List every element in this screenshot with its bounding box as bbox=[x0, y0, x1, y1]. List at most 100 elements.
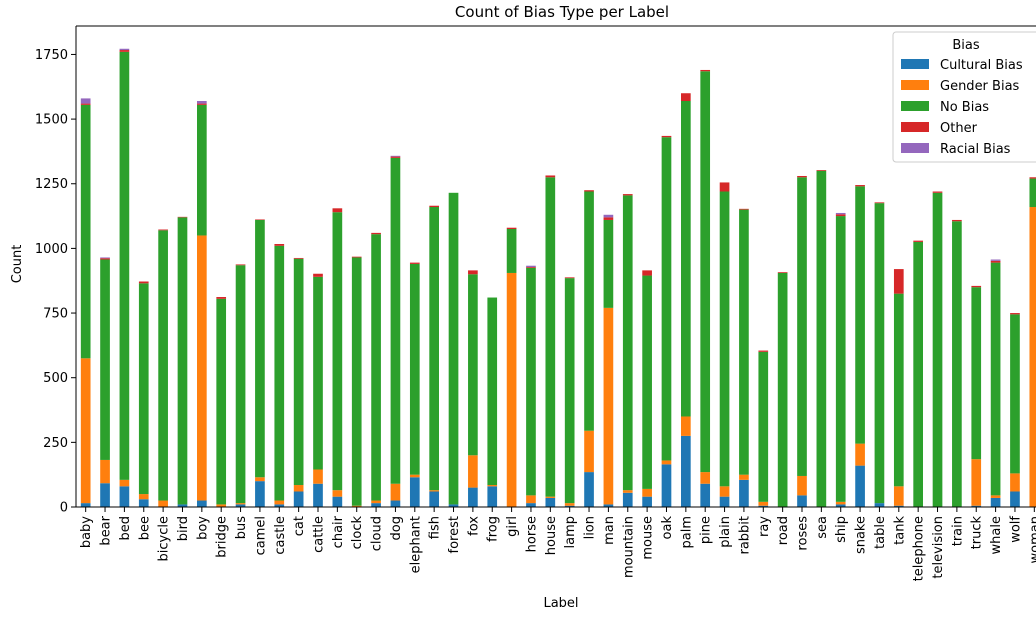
bar-segment-plain-3 bbox=[719, 182, 730, 192]
bar-segment-ray-3 bbox=[758, 350, 769, 352]
bar-segment-television-2 bbox=[932, 192, 943, 508]
bar-segment-sea-2 bbox=[816, 170, 827, 507]
legend-swatch bbox=[901, 80, 929, 90]
bar-segment-frog-2 bbox=[487, 297, 498, 486]
x-tick-label: tank bbox=[892, 516, 907, 545]
bar-segment-bee-1 bbox=[138, 494, 149, 500]
bar-segment-rabbit-0 bbox=[739, 479, 749, 507]
x-tick-label: plain bbox=[718, 516, 733, 548]
x-tick-label: baby bbox=[79, 516, 94, 548]
bar-segment-mountain-2 bbox=[622, 195, 633, 491]
bar-segment-road-2 bbox=[777, 272, 788, 507]
x-tick-label: table bbox=[873, 516, 888, 549]
x-axis-label: Label bbox=[543, 596, 578, 611]
bar-segment-pine-0 bbox=[700, 483, 711, 507]
x-tick-label: cloud bbox=[370, 516, 385, 551]
bar-segment-bear-3 bbox=[100, 258, 110, 260]
bar-segment-wolf-0 bbox=[1010, 491, 1020, 507]
bar-segment-tank-1 bbox=[893, 486, 904, 506]
bar-segment-lion-3 bbox=[584, 190, 594, 192]
x-tick-label: bee bbox=[137, 516, 152, 540]
x-tick-label: bird bbox=[176, 516, 191, 541]
bar-segment-plain-1 bbox=[719, 486, 730, 497]
bar-segment-bus-2 bbox=[235, 265, 246, 504]
x-tick-label: oak bbox=[660, 516, 675, 540]
bar-segment-pine-1 bbox=[700, 472, 711, 484]
bar-segment-table-0 bbox=[874, 503, 885, 507]
legend-swatch bbox=[901, 59, 929, 69]
bar-segment-whale-0 bbox=[990, 497, 1001, 507]
bars-layer bbox=[80, 48, 1036, 508]
y-tick-label: 0 bbox=[60, 501, 68, 516]
y-tick-label: 500 bbox=[43, 371, 68, 386]
bar-segment-camel-2 bbox=[255, 219, 265, 478]
bar-segment-truck-3 bbox=[971, 285, 982, 288]
bar-segment-frog-0 bbox=[487, 486, 498, 507]
bar-segment-man-0 bbox=[603, 504, 614, 507]
bar-segment-camel-0 bbox=[255, 481, 265, 507]
bar-segment-oak-0 bbox=[661, 464, 672, 507]
bar-segment-horse-2 bbox=[526, 267, 536, 496]
bar-segment-fox-3 bbox=[468, 270, 478, 275]
bar-segment-whale-2 bbox=[990, 262, 1001, 496]
x-tick-label: bicycle bbox=[157, 516, 172, 561]
bar-segment-oak-2 bbox=[661, 137, 672, 461]
bar-segment-baby-2 bbox=[80, 104, 91, 359]
bar-segment-whale-3 bbox=[990, 260, 1001, 263]
legend-entry: Other bbox=[940, 121, 978, 136]
bar-segment-snake-2 bbox=[855, 186, 865, 444]
bar-segment-fox-1 bbox=[468, 455, 478, 488]
bar-segment-cattle-1 bbox=[313, 469, 323, 484]
bar-segment-horse-1 bbox=[526, 495, 536, 504]
bar-segment-plain-0 bbox=[719, 496, 730, 507]
bar-segment-table-3 bbox=[874, 202, 885, 204]
x-axis-ticks: baby bear bed bee bicycle bird boy bridge bus cam… bbox=[79, 507, 1036, 581]
bar-segment-bicycle-3 bbox=[158, 229, 168, 231]
bar-segment-road-3 bbox=[777, 272, 788, 273]
bar-segment-chair-3 bbox=[332, 208, 343, 213]
bar-segment-cat-0 bbox=[293, 491, 304, 507]
bar-segment-ray-0 bbox=[758, 505, 769, 507]
bar-segment-baby-1 bbox=[80, 358, 91, 504]
bar-segment-palm-0 bbox=[681, 435, 691, 507]
bar-segment-roses-2 bbox=[797, 177, 807, 476]
y-axis-label: Count bbox=[10, 245, 25, 284]
bar-segment-house-0 bbox=[545, 497, 556, 507]
bar-segment-cloud-0 bbox=[371, 503, 381, 507]
x-tick-label: frog bbox=[486, 516, 501, 542]
bar-segment-ship-0 bbox=[835, 504, 846, 507]
bar-segment-roses-3 bbox=[797, 175, 807, 178]
bar-segment-bee-0 bbox=[138, 499, 149, 507]
bar-segment-bee-3 bbox=[138, 281, 149, 284]
bar-segment-house-1 bbox=[545, 496, 556, 498]
x-tick-label: sea bbox=[815, 516, 830, 539]
bar-segment-ship-2 bbox=[835, 216, 846, 502]
bar-segment-dog-0 bbox=[390, 500, 401, 507]
bar-segment-plain-2 bbox=[719, 191, 730, 487]
bar-segment-bus-1 bbox=[235, 503, 246, 505]
bar-segment-snake-3 bbox=[855, 185, 865, 187]
bar-segment-bicycle-2 bbox=[158, 230, 168, 501]
bar-segment-chair-1 bbox=[332, 490, 343, 497]
bar-segment-elephant-2 bbox=[409, 263, 420, 475]
bar-segment-camel-1 bbox=[255, 477, 265, 482]
bar-segment-palm-3 bbox=[681, 93, 691, 101]
bar-segment-bus-0 bbox=[235, 504, 246, 507]
bar-segment-train-3 bbox=[952, 219, 962, 222]
bar-segment-train-2 bbox=[952, 221, 962, 508]
bar-segment-horse-4 bbox=[526, 265, 536, 268]
x-tick-label: fox bbox=[466, 516, 481, 536]
bar-segment-horse-0 bbox=[526, 503, 536, 507]
x-tick-label: train bbox=[950, 516, 965, 546]
bar-segment-wolf-1 bbox=[1010, 473, 1020, 492]
x-tick-label: elephant bbox=[408, 516, 423, 573]
bar-segment-wolf-3 bbox=[1010, 313, 1020, 315]
bar-segment-truck-0 bbox=[971, 505, 982, 507]
x-tick-label: clock bbox=[350, 516, 365, 550]
bar-segment-fish-0 bbox=[429, 491, 439, 507]
bar-segment-camel-3 bbox=[255, 219, 265, 220]
bar-segment-lamp-0 bbox=[564, 505, 575, 507]
bar-segment-woman-2 bbox=[1029, 178, 1036, 208]
bar-segment-tank-2 bbox=[893, 293, 904, 487]
